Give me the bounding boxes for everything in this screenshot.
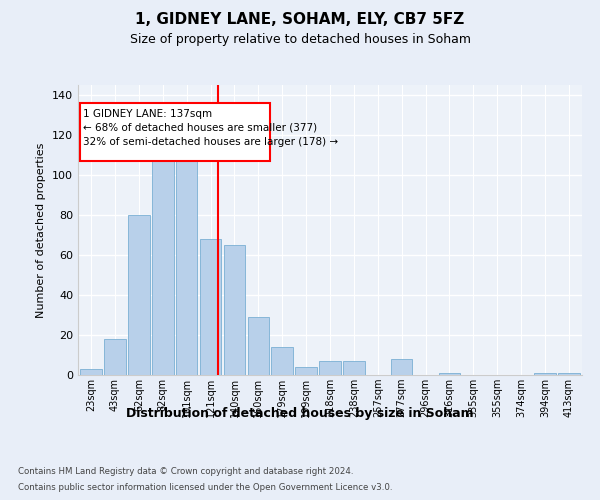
Bar [534,373,556,375]
Bar [391,359,412,375]
Text: 1, GIDNEY LANE, SOHAM, ELY, CB7 5FZ: 1, GIDNEY LANE, SOHAM, ELY, CB7 5FZ [136,12,464,28]
Bar [104,339,126,375]
Bar [176,135,197,375]
Bar [558,373,580,375]
Bar [224,245,245,375]
Y-axis label: Number of detached properties: Number of detached properties [37,142,46,318]
Bar [152,155,173,375]
Text: ← 68% of detached houses are smaller (377): ← 68% of detached houses are smaller (37… [83,123,317,133]
Bar [319,361,341,375]
Text: Contains public sector information licensed under the Open Government Licence v3: Contains public sector information licen… [18,482,392,492]
Bar [343,361,365,375]
Text: Contains HM Land Registry data © Crown copyright and database right 2024.: Contains HM Land Registry data © Crown c… [18,468,353,476]
Bar [248,317,269,375]
Text: 1 GIDNEY LANE: 137sqm: 1 GIDNEY LANE: 137sqm [83,109,212,119]
Text: Size of property relative to detached houses in Soham: Size of property relative to detached ho… [130,32,470,46]
Bar [200,239,221,375]
Bar [128,215,149,375]
Bar [439,373,460,375]
Bar [271,347,293,375]
Bar [295,367,317,375]
Text: 32% of semi-detached houses are larger (178) →: 32% of semi-detached houses are larger (… [83,137,338,147]
Text: Distribution of detached houses by size in Soham: Distribution of detached houses by size … [126,408,474,420]
Bar [80,369,102,375]
FancyBboxPatch shape [80,103,270,161]
